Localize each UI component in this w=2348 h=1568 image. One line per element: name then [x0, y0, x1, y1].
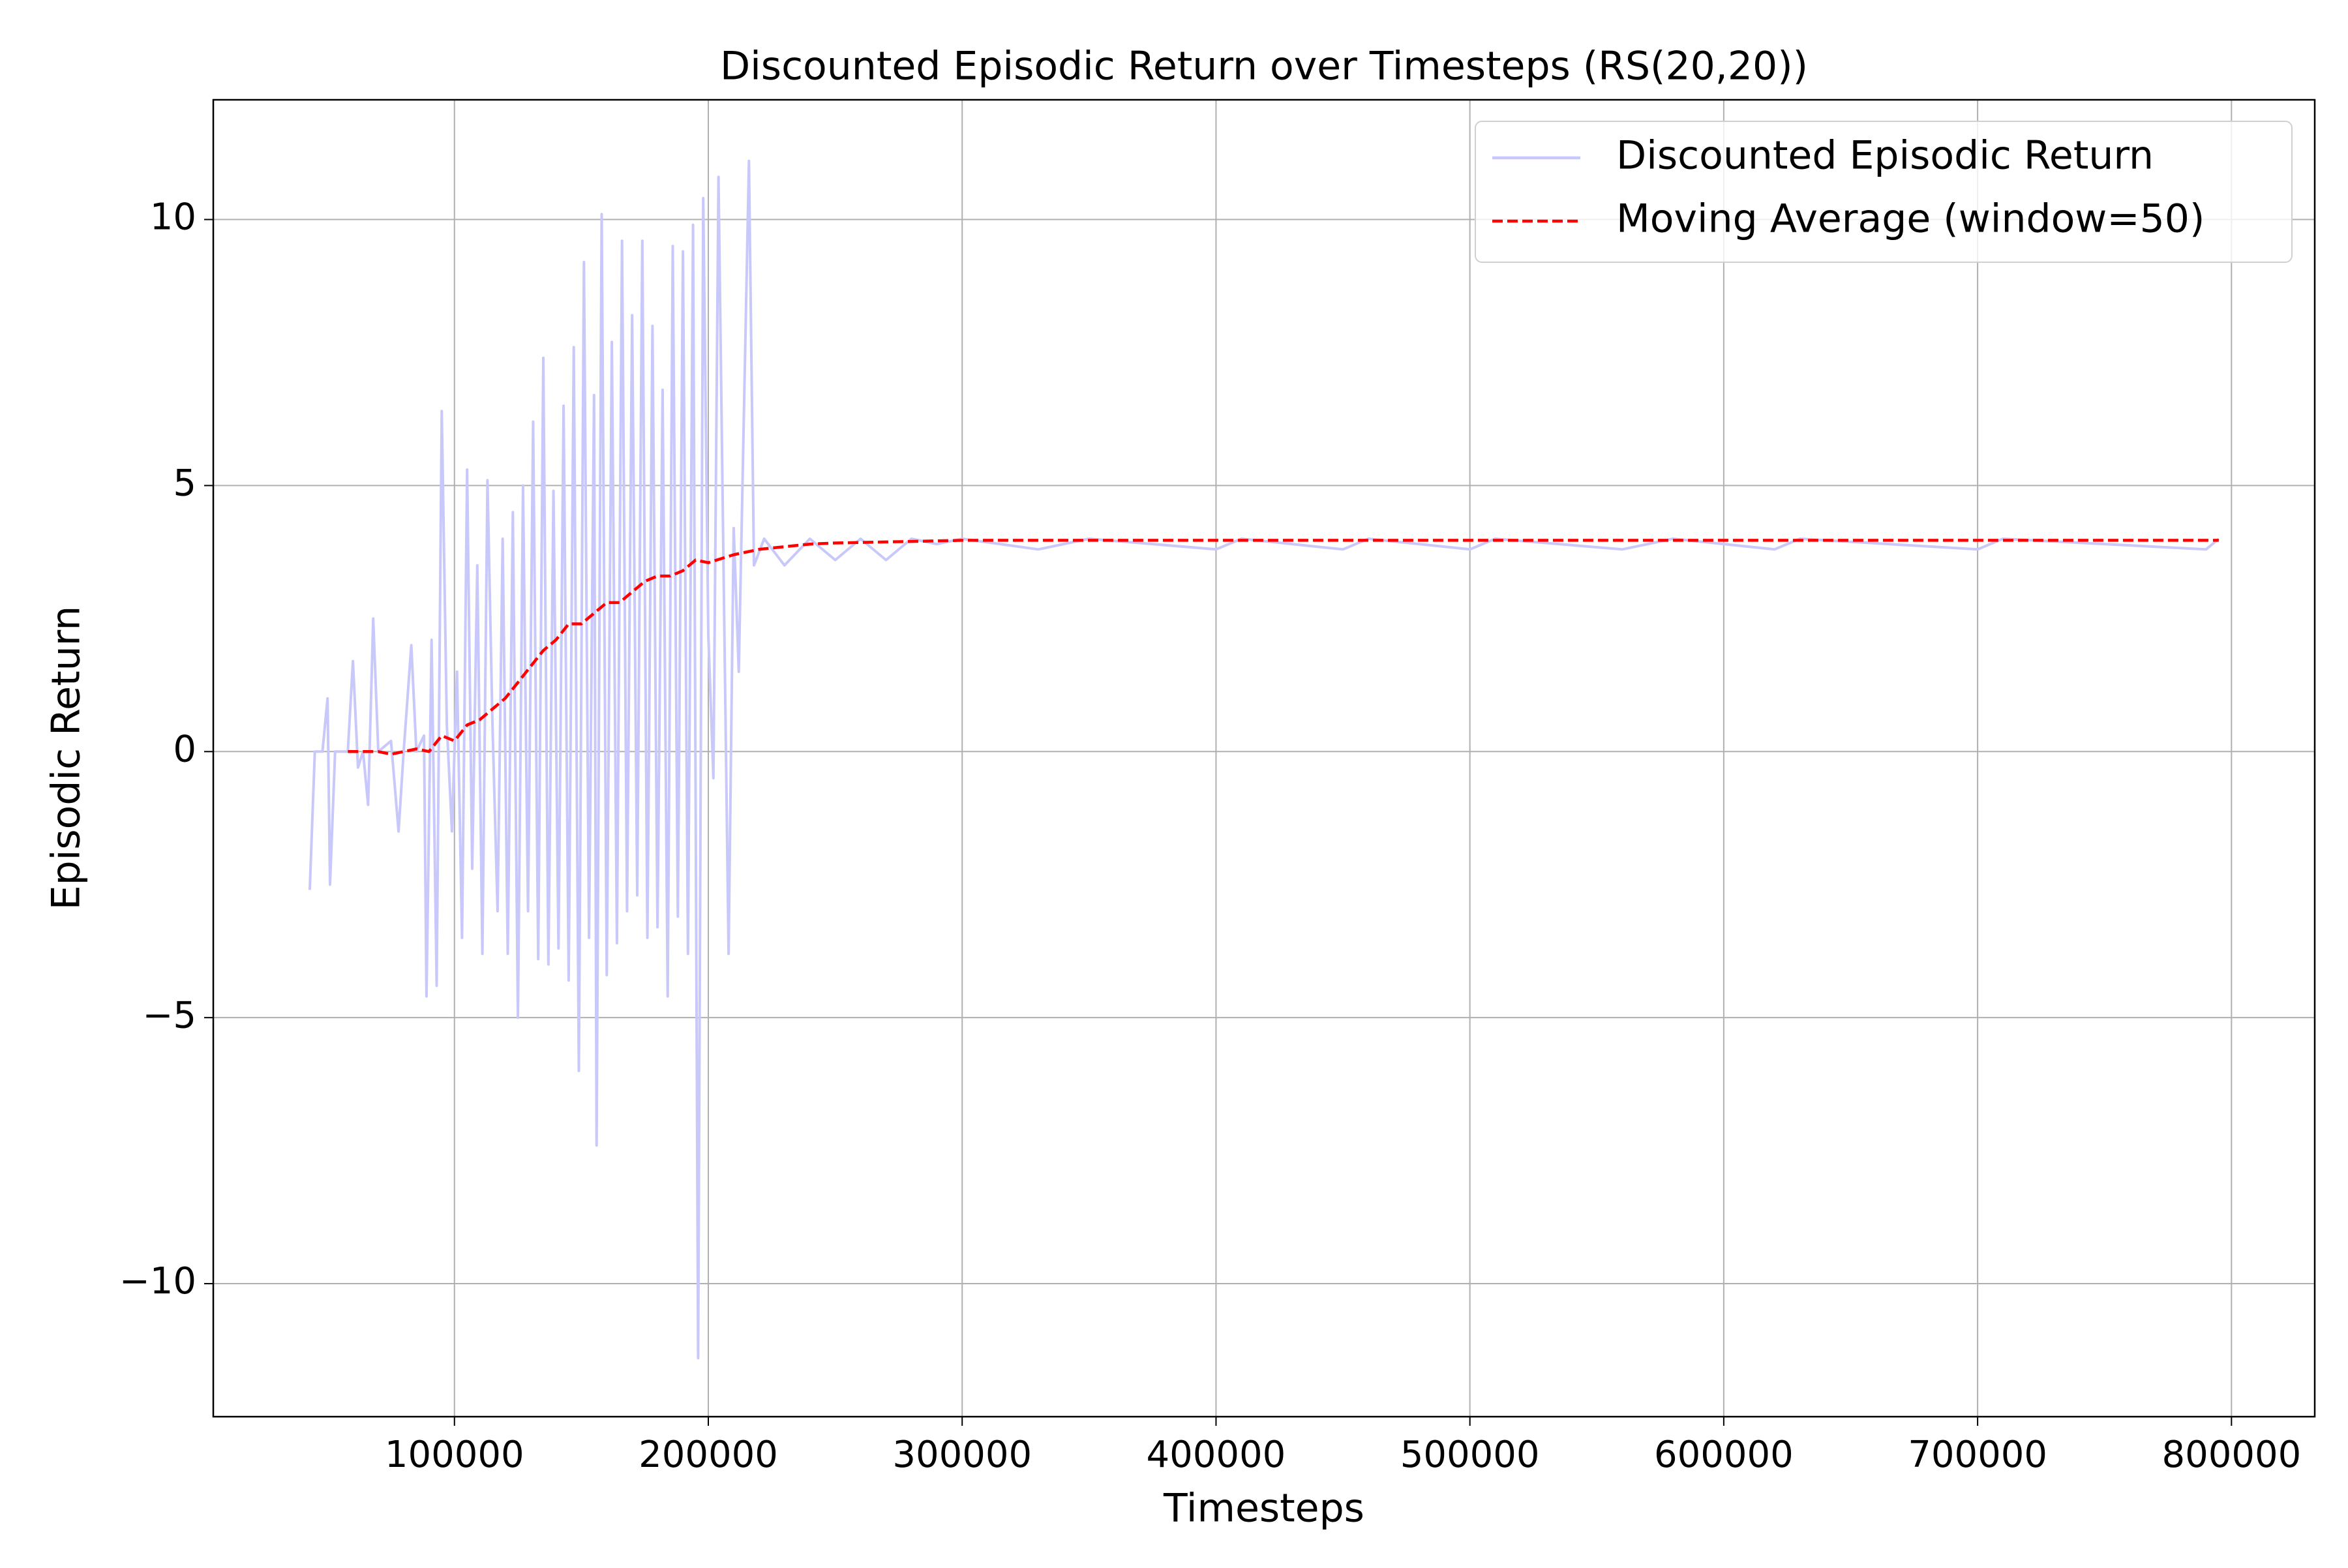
- x-tick-label: 100000: [385, 1434, 524, 1476]
- x-tick-label: 300000: [892, 1434, 1032, 1476]
- y-tick-label: −5: [142, 994, 196, 1036]
- y-tick-label: 0: [173, 728, 196, 770]
- y-tick-label: −10: [119, 1260, 196, 1303]
- series-line: [308, 159, 2220, 1360]
- x-tick-label: 200000: [639, 1434, 778, 1476]
- legend: Discounted Episodic Return Moving Average…: [1475, 121, 2293, 263]
- plot-area: [308, 159, 2220, 1360]
- x-tick-label: 500000: [1400, 1434, 1540, 1476]
- axes-frame: [212, 98, 2316, 1418]
- legend-label: Moving Average (window=50): [1616, 196, 2205, 242]
- x-tick-label: 400000: [1147, 1434, 1286, 1476]
- y-tick-label: 10: [150, 196, 196, 239]
- x-tick-label: 800000: [2161, 1434, 2301, 1476]
- x-tick-label: 600000: [1654, 1434, 1794, 1476]
- chart-title: Discounted Episodic Return over Timestep…: [720, 44, 1808, 89]
- series-line: [348, 539, 2219, 756]
- y-axis-label: Episodic Return: [44, 606, 89, 911]
- x-tick-label: 700000: [1908, 1434, 2047, 1476]
- legend-label: Discounted Episodic Return: [1616, 133, 2154, 179]
- x-axis-label: Timesteps: [1163, 1486, 1364, 1531]
- legend-box: [1475, 121, 2293, 263]
- y-tick-label: 5: [173, 462, 196, 505]
- grid: [213, 100, 2315, 1417]
